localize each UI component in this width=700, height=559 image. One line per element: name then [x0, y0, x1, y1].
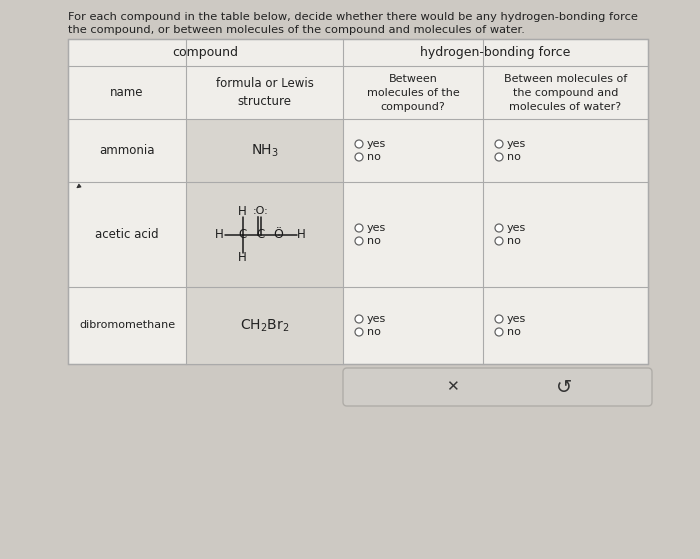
Bar: [186, 287, 343, 364]
Circle shape: [355, 328, 363, 336]
Text: name: name: [111, 86, 144, 99]
Text: Ö: Ö: [274, 228, 284, 241]
Text: H: H: [215, 228, 224, 241]
Text: ↺: ↺: [556, 377, 572, 396]
Text: :O:: :O:: [253, 206, 268, 216]
Text: no: no: [507, 152, 521, 162]
Bar: [186, 182, 343, 287]
Text: yes: yes: [507, 139, 526, 149]
Text: yes: yes: [367, 314, 386, 324]
Text: the compound, or between molecules of the compound and molecules of water.: the compound, or between molecules of th…: [68, 25, 525, 35]
Text: no: no: [367, 152, 381, 162]
Text: Between molecules of
the compound and
molecules of water?: Between molecules of the compound and mo…: [504, 73, 627, 111]
Text: CH$_2$Br$_2$: CH$_2$Br$_2$: [240, 318, 289, 334]
Text: H: H: [297, 228, 306, 241]
Text: hydrogen-bonding force: hydrogen-bonding force: [420, 46, 570, 59]
Text: acetic acid: acetic acid: [95, 228, 159, 241]
Text: compound: compound: [172, 46, 239, 59]
Text: ammonia: ammonia: [99, 144, 155, 157]
Text: yes: yes: [367, 223, 386, 233]
Text: no: no: [367, 236, 381, 246]
Text: formula or Lewis
structure: formula or Lewis structure: [216, 77, 314, 108]
Circle shape: [495, 328, 503, 336]
Text: C: C: [256, 228, 265, 241]
Text: H: H: [238, 205, 247, 218]
Text: NH$_3$: NH$_3$: [251, 143, 279, 159]
Text: yes: yes: [367, 139, 386, 149]
Text: dibromomethane: dibromomethane: [79, 320, 175, 330]
Text: H: H: [238, 251, 247, 264]
Circle shape: [495, 315, 503, 323]
Circle shape: [355, 224, 363, 232]
Circle shape: [355, 315, 363, 323]
Text: no: no: [507, 236, 521, 246]
Circle shape: [495, 224, 503, 232]
Circle shape: [495, 140, 503, 148]
Text: C: C: [239, 228, 246, 241]
Circle shape: [355, 140, 363, 148]
Text: no: no: [507, 327, 521, 337]
Bar: [68, 39, 648, 364]
Text: yes: yes: [507, 314, 526, 324]
Circle shape: [355, 153, 363, 161]
Text: Between
molecules of the
compound?: Between molecules of the compound?: [367, 73, 459, 111]
Circle shape: [355, 237, 363, 245]
Circle shape: [495, 237, 503, 245]
FancyBboxPatch shape: [343, 368, 652, 406]
Text: no: no: [367, 327, 381, 337]
Text: For each compound in the table below, decide whether there would be any hydrogen: For each compound in the table below, de…: [68, 12, 638, 22]
Circle shape: [495, 153, 503, 161]
Text: ✕: ✕: [446, 380, 459, 395]
Text: yes: yes: [507, 223, 526, 233]
Bar: [186, 119, 343, 182]
